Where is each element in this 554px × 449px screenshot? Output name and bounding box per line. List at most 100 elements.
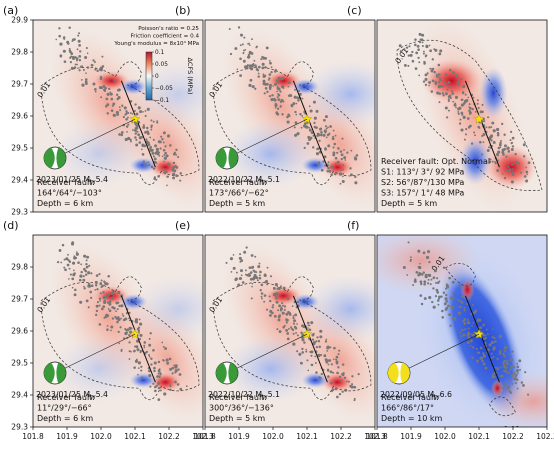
earthquake-dot — [145, 138, 148, 141]
contour-label-south: 0.01 — [503, 425, 520, 434]
earthquake-dot — [355, 154, 359, 157]
stress-lobe-negative-broad-ne — [302, 60, 375, 128]
earthquake-dot — [283, 308, 286, 311]
earthquake-dot — [88, 264, 91, 267]
earthquake-dot — [150, 128, 153, 131]
earthquake-dot — [153, 177, 157, 181]
earthquake-dot — [286, 120, 290, 124]
earthquake-dot — [79, 274, 83, 278]
earthquake-dot — [168, 357, 172, 361]
earthquake-dot — [286, 337, 290, 341]
earthquake-dot — [326, 349, 329, 352]
earthquake-dot — [258, 274, 261, 277]
earthquake-dot — [428, 260, 431, 264]
earthquake-dot — [429, 67, 432, 70]
earthquake-dot — [250, 254, 254, 257]
earthquake-dot — [119, 326, 122, 329]
panel-label: (a) — [3, 4, 18, 17]
earthquake-dot — [307, 324, 310, 327]
earthquake-dot — [77, 261, 80, 265]
earthquake-dot — [128, 341, 131, 344]
earthquake-dot — [498, 143, 502, 147]
earthquake-dot — [85, 262, 88, 266]
earthquake-dot — [460, 103, 464, 107]
earthquake-dot — [332, 146, 335, 149]
earthquake-dot — [516, 365, 520, 369]
earthquake-dot — [78, 43, 81, 47]
earthquake-dot — [463, 309, 466, 312]
earthquake-dot — [328, 359, 332, 362]
earthquake-dot — [135, 358, 138, 361]
earthquake-dot — [273, 98, 277, 102]
earthquake-dot — [502, 363, 506, 366]
leader-line — [226, 118, 308, 159]
earthquake-dot — [436, 299, 440, 302]
earthquake-dot — [407, 241, 410, 244]
earthquake-dot — [447, 80, 451, 84]
earthquake-dot — [435, 75, 439, 78]
earthquake-dot — [338, 392, 342, 396]
earthquake-dot — [150, 148, 154, 152]
earthquake-dot — [275, 300, 279, 304]
earthquake-dot — [435, 288, 439, 292]
earthquake-dot — [262, 73, 265, 76]
earthquake-dot — [432, 287, 435, 290]
x-tick-label: 102.2 — [158, 432, 180, 441]
earthquake-dot — [487, 348, 490, 352]
earthquake-dot — [172, 172, 176, 176]
earthquake-dot — [150, 357, 153, 361]
earthquake-dot — [501, 150, 505, 154]
earthquake-dot — [469, 340, 472, 343]
earthquake-dot — [280, 77, 284, 81]
y-tick-label: 29.7 — [11, 295, 28, 304]
magnitude-subscript: W — [90, 395, 96, 401]
earthquake-dot — [319, 353, 323, 357]
earthquake-dot — [260, 283, 264, 287]
earthquake-dot — [163, 154, 166, 156]
earthquake-dot — [243, 49, 245, 52]
earthquake-dot — [326, 169, 330, 173]
epicenter-star-icon — [473, 328, 485, 339]
earthquake-dot — [339, 182, 342, 185]
earthquake-dot — [353, 156, 357, 160]
earthquake-dot — [75, 257, 78, 259]
earthquake-dot — [281, 304, 284, 307]
earthquake-dot — [76, 251, 78, 253]
earthquake-dot — [480, 153, 484, 156]
earthquake-dot — [251, 85, 255, 89]
earthquake-dot — [336, 371, 339, 375]
earthquake-dot — [319, 127, 322, 131]
earthquake-dot — [440, 84, 443, 88]
earthquake-dot — [172, 176, 175, 180]
earthquake-dot — [83, 285, 85, 288]
earthquake-dot — [324, 115, 328, 119]
earthquake-dot — [278, 330, 282, 334]
stress-lobe-negative-broad-ne — [130, 275, 203, 343]
earthquake-dot — [511, 145, 515, 148]
earthquake-dot — [74, 63, 77, 66]
earthquake-dot — [149, 147, 152, 151]
earthquake-dot — [268, 60, 271, 62]
earthquake-dot — [465, 302, 469, 305]
earthquake-dot — [322, 133, 326, 137]
earthquake-dot — [179, 172, 182, 175]
earthquake-dot — [114, 114, 117, 117]
earthquake-dot — [72, 57, 75, 60]
earthquake-dot — [157, 369, 161, 373]
earthquake-dot — [516, 372, 519, 375]
earthquake-dot — [467, 341, 470, 345]
x-tick-label: 102.0 — [262, 432, 284, 441]
contour-0-01 — [396, 39, 543, 191]
earthquake-dot — [85, 47, 88, 50]
earthquake-dot — [507, 169, 509, 171]
earthquake-dot — [317, 162, 320, 166]
earthquake-dot — [80, 270, 83, 274]
colorbar-tick-label: −0.1 — [155, 98, 169, 104]
earthquake-dot — [418, 40, 422, 44]
earthquake-dot — [338, 375, 342, 379]
earthquake-dot — [265, 46, 269, 50]
earthquake-dot — [414, 38, 417, 41]
earthquake-dot — [454, 95, 459, 99]
earthquake-dot — [453, 316, 457, 320]
earthquake-dot — [249, 271, 253, 274]
